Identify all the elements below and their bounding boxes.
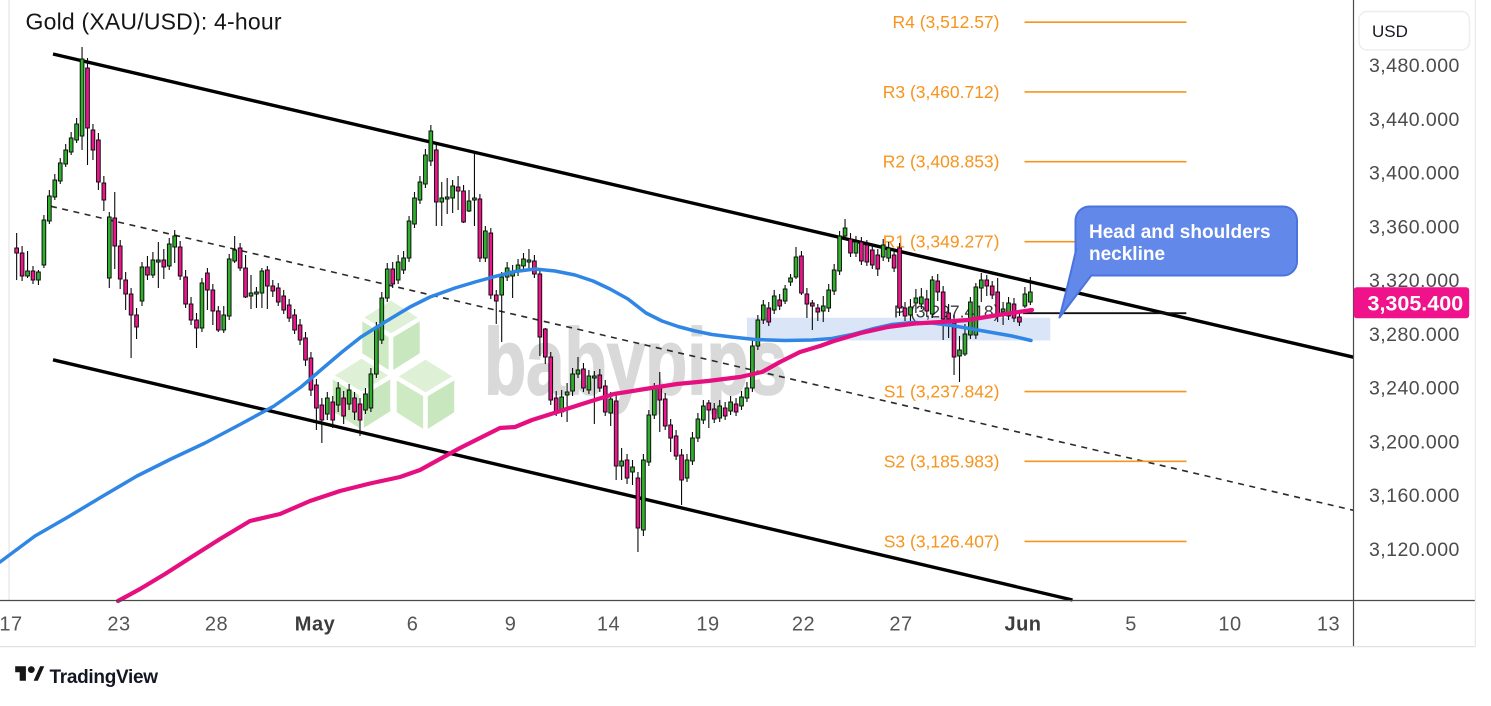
svg-text:3,360.000: 3,360.000	[1369, 216, 1460, 238]
svg-text:5: 5	[1125, 614, 1137, 636]
svg-text:3,120.000: 3,120.000	[1369, 539, 1460, 561]
svg-text:3,480.000: 3,480.000	[1369, 55, 1460, 77]
svg-text:May: May	[295, 614, 336, 636]
svg-text:P (3,297.418): P (3,297.418)	[894, 302, 1000, 322]
svg-text:6: 6	[407, 614, 419, 636]
svg-text:3,400.000: 3,400.000	[1369, 163, 1460, 185]
svg-text:neckline: neckline	[1089, 244, 1165, 265]
svg-text:23: 23	[107, 614, 130, 636]
svg-text:S1 (3,237.842): S1 (3,237.842)	[884, 382, 1000, 402]
svg-text:10: 10	[1218, 614, 1241, 636]
svg-text:27: 27	[889, 614, 912, 636]
svg-text:17: 17	[0, 614, 23, 636]
svg-text:USD: USD	[1372, 22, 1408, 41]
svg-text:3,320.000: 3,320.000	[1369, 270, 1460, 292]
svg-text:S3 (3,126.407): S3 (3,126.407)	[884, 531, 1000, 551]
svg-text:R3 (3,460.712): R3 (3,460.712)	[883, 82, 1000, 102]
svg-text:babypips: babypips	[484, 309, 787, 414]
svg-text:Gold (XAU/USD): 4-hour: Gold (XAU/USD): 4-hour	[26, 9, 282, 35]
svg-text:3,280.000: 3,280.000	[1369, 324, 1460, 346]
svg-text:R2 (3,408.853): R2 (3,408.853)	[883, 152, 1000, 172]
svg-text:13: 13	[1317, 614, 1340, 636]
svg-text:TradingView: TradingView	[50, 667, 159, 688]
svg-text:Jun: Jun	[1004, 614, 1041, 636]
svg-text:R4 (3,512.57): R4 (3,512.57)	[892, 12, 999, 32]
svg-text:R1 (3,349.277): R1 (3,349.277)	[883, 232, 1000, 252]
svg-text:S2 (3,185.983): S2 (3,185.983)	[884, 451, 1000, 471]
svg-text:3,440.000: 3,440.000	[1369, 109, 1460, 131]
svg-text:22: 22	[792, 614, 815, 636]
svg-text:28: 28	[205, 614, 228, 636]
svg-text:Head and shoulders: Head and shoulders	[1089, 222, 1271, 243]
svg-text:14: 14	[597, 614, 620, 636]
svg-text:3,240.000: 3,240.000	[1369, 378, 1460, 400]
svg-text:19: 19	[696, 614, 719, 636]
svg-text:3,200.000: 3,200.000	[1369, 431, 1460, 453]
svg-text:3,305.400: 3,305.400	[1368, 292, 1464, 316]
svg-text:3,160.000: 3,160.000	[1369, 485, 1460, 507]
svg-text:9: 9	[505, 614, 517, 636]
